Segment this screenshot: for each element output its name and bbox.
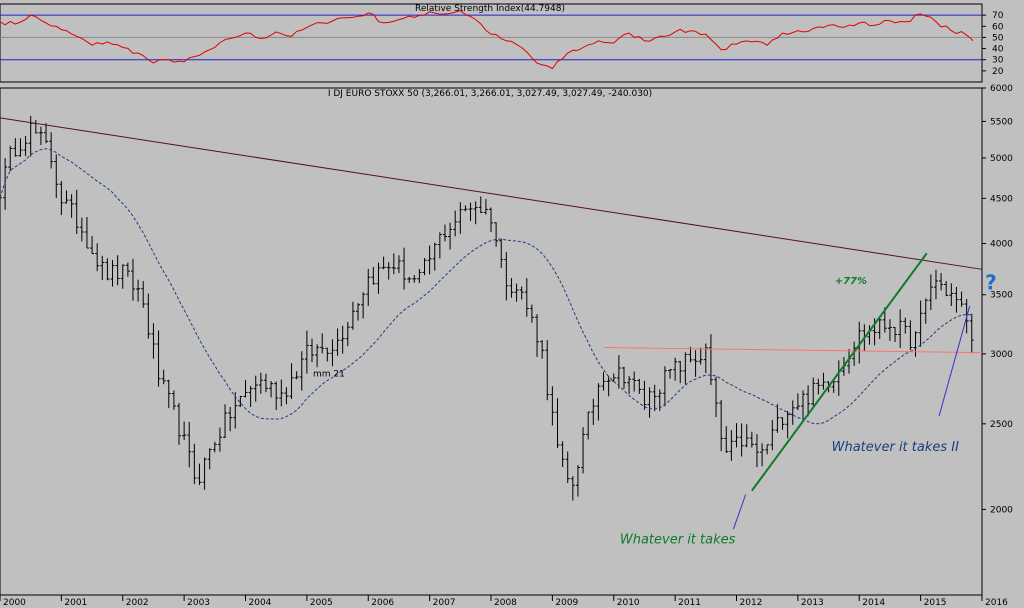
gain-annotation: +77% [835,276,867,287]
rsi-tick-label-60: 60 [992,22,1004,32]
price-tick-label-3000: 3000 [990,350,1013,360]
moving-average-line [0,148,972,425]
question-mark-annotation: ? [985,270,997,294]
x-tick-label-2008: 2008 [494,598,517,608]
pointer-arrow [732,494,747,530]
price-tick-label-2500: 2500 [990,420,1013,430]
x-tick-label-2009: 2009 [555,598,578,608]
price-tick-label-6000: 6000 [990,84,1013,94]
x-tick-label-2004: 2004 [249,598,272,608]
x-tick-label-2016: 2016 [985,598,1008,608]
rsi-tick-label-20: 20 [992,67,1004,77]
long-term-resistance-line [0,117,983,270]
rsi-tick-label-30: 30 [992,56,1004,66]
price-tick-label-4000: 4000 [990,240,1013,250]
x-tick-label-2002: 2002 [126,598,149,608]
x-axis: 2000 2001 2002 2003 2004 2005 2006 2007 2008 2009… [0,594,1008,608]
rsi-title: Relative Strength Index(44.7948) [415,4,565,14]
recovery-line [938,305,971,417]
x-tick-label-2013: 2013 [801,598,824,608]
x-tick-label-2006: 2006 [371,598,394,608]
price-tick-label-5000: 5000 [990,154,1013,164]
price-frame [0,87,983,596]
x-tick-label-2015: 2015 [924,598,947,608]
whatever-it-takes-ii-annotation: Whatever it takes II [832,440,959,455]
price-tick-label-5500: 5500 [990,117,1013,127]
rsi-tick-label-50: 50 [992,33,1004,43]
rsi-tick-label-40: 40 [992,45,1004,55]
whatever-it-takes-annotation: Whatever it takes [620,532,736,547]
price-tick-label-2000: 2000 [990,505,1013,515]
uptrend-line [751,252,928,492]
price-panel: 2000 2500 3000 3500 4000 4500 5000 5500 6000 mm 2… [0,84,1013,596]
moving-average-label: mm 21 [313,369,345,379]
x-tick-label-2012: 2012 [740,598,763,608]
x-tick-label-2007: 2007 [433,598,456,608]
rsi-line [0,10,974,70]
x-tick-label-2010: 2010 [617,598,640,608]
price-tick-label-4500: 4500 [990,194,1013,204]
price-title: I DJ EURO STOXX 50 (3,266.01, 3,266.01, … [328,89,652,99]
x-tick-label-2005: 2005 [310,598,333,608]
rsi-frame [0,3,983,83]
x-tick-label-2003: 2003 [187,598,210,608]
x-tick-label-2000: 2000 [3,598,26,608]
ohlc-bars [0,115,974,501]
price-tick-label-3500: 3500 [990,291,1013,301]
x-tick-label-2011: 2011 [678,598,701,608]
x-tick-label-2001: 2001 [64,598,87,608]
rsi-tick-label-70: 70 [992,11,1004,21]
x-tick-label-2014: 2014 [862,598,885,608]
support-line [604,347,983,354]
